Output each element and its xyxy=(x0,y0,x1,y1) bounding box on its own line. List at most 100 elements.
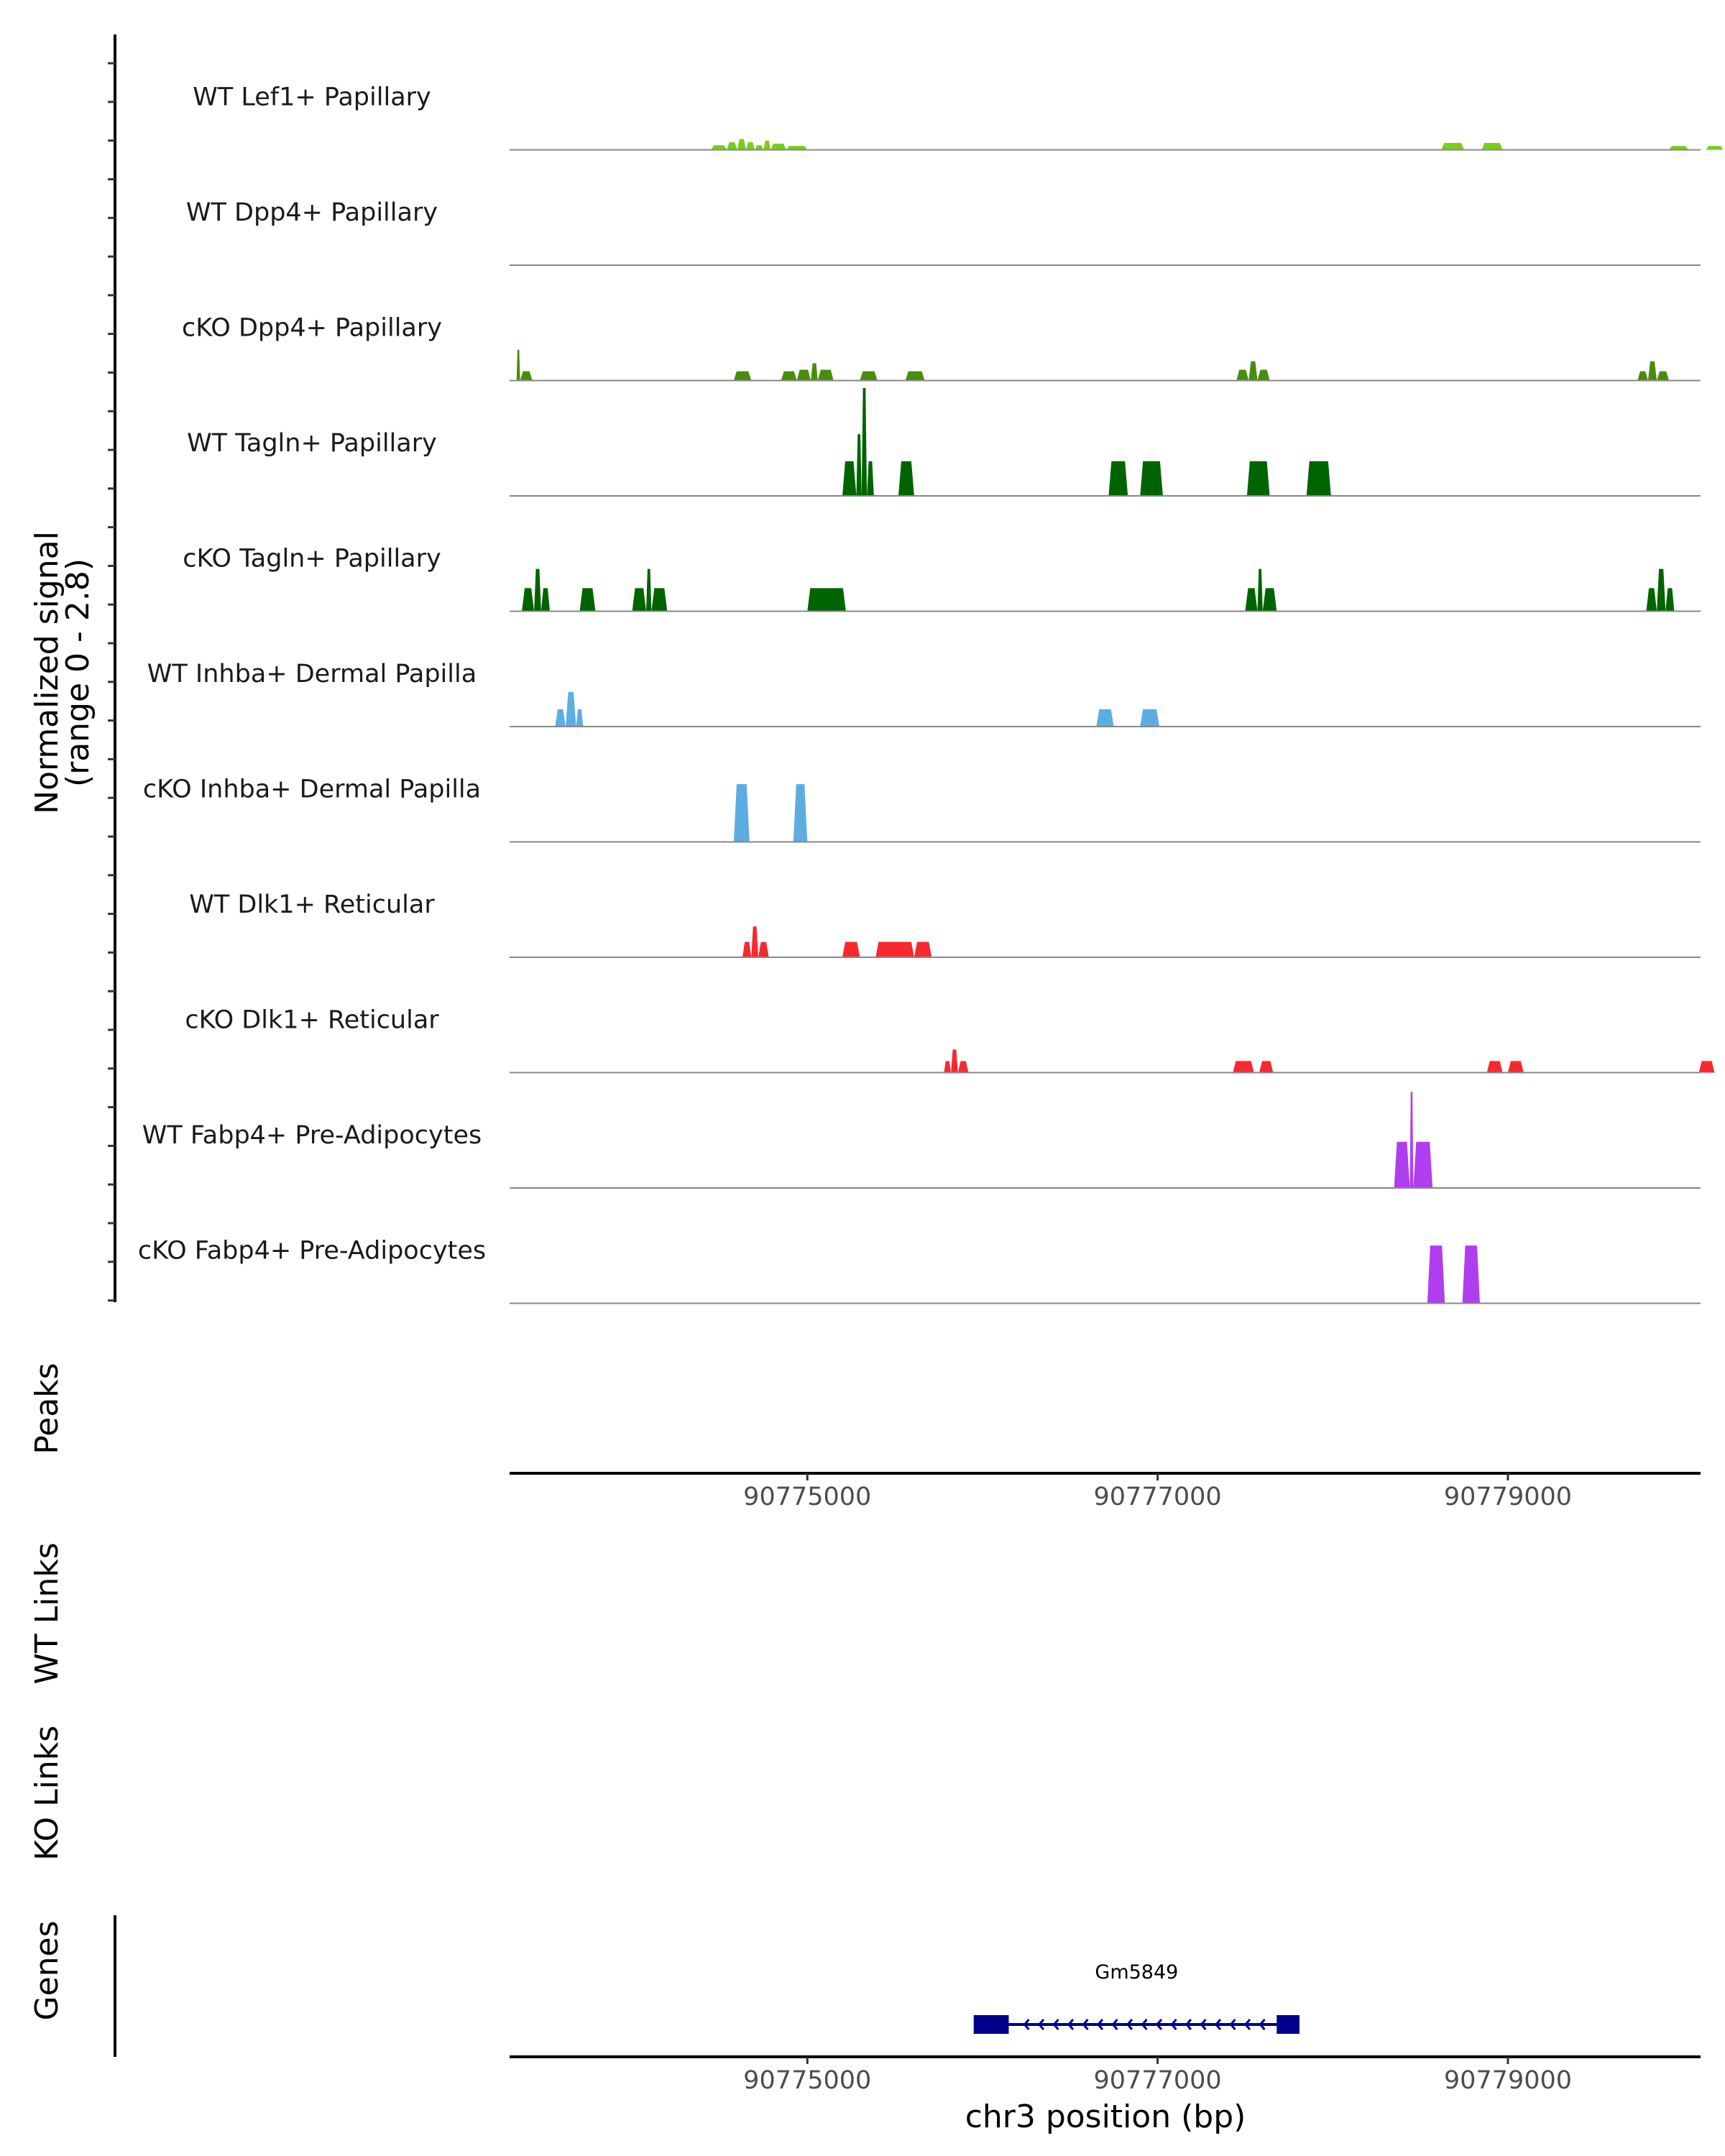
signal-peak xyxy=(860,371,878,381)
track-cko-dlk1-reticular: cKO Dlk1+ Reticular xyxy=(185,1006,1715,1074)
gene-gm5849: Gm5849 xyxy=(973,1961,1300,2034)
x-tick-label: 90775000 xyxy=(743,2066,871,2095)
signal-peak xyxy=(1259,1061,1274,1073)
signal-peak xyxy=(1486,1061,1503,1073)
x-axis-title: chr3 position (bp) xyxy=(965,2099,1246,2135)
signal-peak xyxy=(711,145,727,150)
strand-arrow xyxy=(1023,2019,1030,2030)
y-axis-range-label: (range 0 - 2.8) xyxy=(60,558,96,787)
signal-peak xyxy=(1657,371,1670,381)
signal-peak xyxy=(898,461,914,496)
x-tick-label: 90779000 xyxy=(1444,2066,1572,2095)
track-label: cKO Tagln+ Papillary xyxy=(183,545,441,573)
signal-peak xyxy=(1236,369,1249,381)
strand-arrow xyxy=(1229,2019,1236,2030)
signal-peak xyxy=(861,388,868,496)
signal-peak xyxy=(1262,588,1277,612)
strand-arrow xyxy=(1244,2019,1251,2030)
signal-peak xyxy=(646,568,652,612)
signal-peak xyxy=(751,926,759,957)
signal-peak xyxy=(1647,361,1657,381)
signal-peak xyxy=(867,461,874,496)
signal-peak xyxy=(1096,709,1114,727)
strand-arrow xyxy=(1156,2019,1163,2030)
x-tick-label: 90775000 xyxy=(743,1483,871,1511)
signal-peak xyxy=(1413,1141,1433,1188)
x-tick-label: 90779000 xyxy=(1444,1483,1572,1511)
signal-peak xyxy=(1306,461,1331,496)
signal-peak xyxy=(1257,568,1263,612)
signal-peak xyxy=(1257,369,1270,381)
signal-peak xyxy=(842,461,857,496)
peaks-x-axis: 90775000 90777000 90779000 xyxy=(510,1472,1701,1511)
signal-peak xyxy=(951,1049,958,1073)
signal-peak xyxy=(770,143,787,150)
signal-peak xyxy=(1669,146,1688,150)
coverage-y-axis xyxy=(108,34,116,1302)
signal-peak xyxy=(1637,371,1648,381)
strand-arrow xyxy=(1185,2019,1192,2030)
signal-peak xyxy=(632,588,647,612)
signal-peak xyxy=(1394,1141,1410,1188)
signal-peak xyxy=(1462,1245,1480,1304)
track-cko-inhba-dermal-papilla: cKO Inhba+ Dermal Papilla xyxy=(143,775,1701,843)
signal-peak xyxy=(1481,142,1503,150)
signal-peak xyxy=(1657,568,1666,612)
track-wt-tagln-papillary: WT Tagln+ Papillary xyxy=(187,388,1701,497)
ko-links-panel-title: KO Links xyxy=(29,1726,65,1861)
signal-peak xyxy=(755,145,764,150)
strand-arrow xyxy=(1067,2019,1075,2030)
signal-peak xyxy=(1646,588,1657,612)
signal-peak xyxy=(1245,588,1258,612)
signal-peak xyxy=(737,139,746,150)
track-label: cKO Fabp4+ Pre-Adipocytes xyxy=(138,1237,486,1266)
strand-arrow xyxy=(1052,2019,1059,2030)
signal-peak xyxy=(796,369,811,381)
genes-x-axis: 90775000 90777000 90779000 xyxy=(510,2055,1701,2095)
signal-peak xyxy=(520,371,533,381)
signal-peak xyxy=(1665,588,1675,612)
signal-peak xyxy=(516,349,520,381)
strand-arrow xyxy=(1170,2019,1177,2030)
track-wt-lef1-papillary: WT Lef1+ Papillary xyxy=(193,83,1724,151)
signal-peak xyxy=(811,363,818,381)
gene-track: Gm5849 xyxy=(973,1961,1300,2034)
strand-arrow xyxy=(1141,2019,1148,2030)
signal-peak xyxy=(565,691,576,727)
track-wt-dpp4-papillary: WT Dpp4+ Papillary xyxy=(186,198,1701,266)
signal-peak xyxy=(733,371,752,381)
signal-peak xyxy=(905,371,925,381)
strand-arrow xyxy=(1082,2019,1089,2030)
x-tick-label: 90777000 xyxy=(1094,2066,1222,2095)
signal-peak xyxy=(1698,1061,1715,1073)
track-wt-fabp4-pre-adipocytes: WT Fabp4+ Pre-Adipocytes xyxy=(142,1092,1701,1189)
signal-peak xyxy=(1409,1092,1414,1188)
strand-arrow xyxy=(1038,2019,1045,2030)
gene-label: Gm5849 xyxy=(1095,1961,1178,1984)
gene-exon xyxy=(973,2015,1009,2034)
strand-arrow xyxy=(1215,2019,1222,2030)
signal-peak xyxy=(555,709,566,727)
track-wt-dlk1-reticular: WT Dlk1+ Reticular xyxy=(189,890,1701,958)
strand-arrow xyxy=(1111,2019,1118,2030)
track-label: cKO Inhba+ Dermal Papilla xyxy=(143,775,481,804)
gene-exon xyxy=(1276,2015,1300,2034)
signal-peak xyxy=(733,784,750,842)
track-cko-fabp4-pre-adipocytes: cKO Fabp4+ Pre-Adipocytes xyxy=(138,1237,1701,1304)
track-label: WT Fabp4+ Pre-Adipocytes xyxy=(142,1121,482,1150)
signal-peak xyxy=(522,588,535,612)
signal-peak xyxy=(1441,142,1465,150)
signal-peak xyxy=(1427,1245,1445,1304)
signal-peak xyxy=(786,146,808,150)
signal-peak xyxy=(875,941,914,957)
track-label: WT Tagln+ Papillary xyxy=(187,429,437,458)
strand-arrow xyxy=(1126,2019,1133,2030)
signal-peak xyxy=(1140,461,1163,496)
track-label: WT Dpp4+ Papillary xyxy=(186,198,438,227)
signal-peak xyxy=(944,1061,952,1073)
strand-arrow xyxy=(1200,2019,1207,2030)
track-label: WT Lef1+ Papillary xyxy=(193,83,431,112)
track-label: cKO Dpp4+ Papillary xyxy=(182,314,442,343)
track-label: WT Inhba+ Dermal Papilla xyxy=(147,660,477,688)
signal-peak xyxy=(807,588,846,612)
